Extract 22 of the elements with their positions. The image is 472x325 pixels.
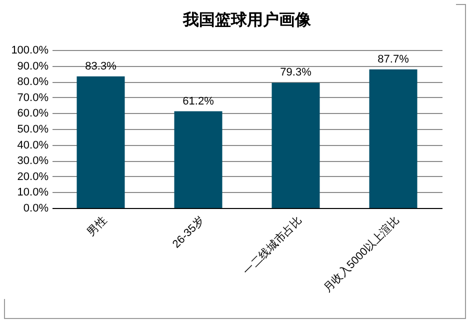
y-tick-label: 70.0%: [17, 92, 49, 104]
bar: [272, 82, 320, 208]
y-tick-label: 100.0%: [11, 44, 49, 56]
data-label: 61.2%: [182, 95, 214, 108]
x-tick-label: 男性: [85, 214, 110, 239]
y-tick-label: 50.0%: [17, 124, 49, 136]
y-tick-label: 60.0%: [17, 108, 49, 120]
y-tick-label: 20.0%: [17, 170, 49, 183]
y-tick-label: 80.0%: [17, 76, 49, 88]
data-label: 79.3%: [280, 66, 312, 79]
data-label: 87.7%: [378, 53, 410, 66]
y-tick-label: 40.0%: [17, 139, 49, 152]
y-tick-label: 90.0%: [17, 60, 49, 72]
y-tick-label: 0.0%: [23, 202, 49, 214]
y-tick-label: 30.0%: [17, 155, 49, 168]
data-label: 83.3%: [85, 60, 117, 72]
chart-title: 我国篮球用户画像: [182, 11, 312, 29]
bar: [76, 76, 125, 208]
bar: [174, 111, 222, 208]
bar: [369, 69, 418, 208]
y-tick-label: 10.0%: [17, 186, 49, 199]
x-tick-label: 一二线城市占比: [240, 214, 304, 278]
